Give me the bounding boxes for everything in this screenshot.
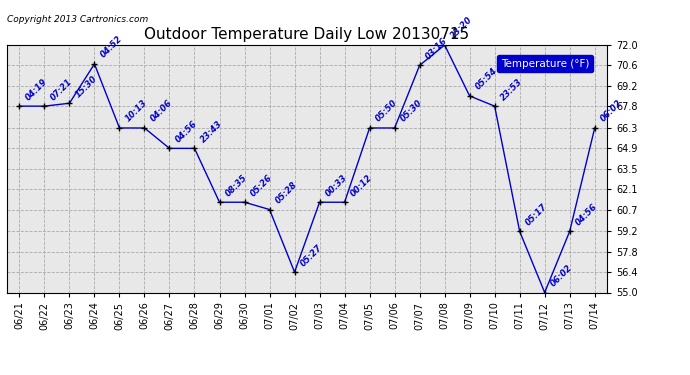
Text: 05:26: 05:26	[248, 173, 274, 198]
Text: 06:02: 06:02	[549, 263, 574, 288]
Title: Outdoor Temperature Daily Low 20130715: Outdoor Temperature Daily Low 20130715	[144, 27, 470, 42]
Text: 04:19: 04:19	[23, 76, 49, 102]
Text: 23:43: 23:43	[199, 119, 224, 144]
Text: Copyright 2013 Cartronics.com: Copyright 2013 Cartronics.com	[7, 15, 148, 24]
Text: 10:13: 10:13	[124, 99, 149, 124]
Text: 05:28: 05:28	[274, 180, 299, 206]
Text: 04:56: 04:56	[574, 202, 599, 227]
Text: 05:30: 05:30	[399, 99, 424, 124]
Text: 05:17: 05:17	[524, 202, 549, 227]
Text: 08:35: 08:35	[224, 173, 249, 198]
Text: 05:27: 05:27	[299, 243, 324, 268]
Text: 04:06: 04:06	[148, 99, 174, 124]
Text: 00:12: 00:12	[348, 173, 374, 198]
Text: 23:20: 23:20	[448, 15, 474, 41]
Text: 15:30: 15:30	[74, 74, 99, 99]
Text: 23:53: 23:53	[499, 76, 524, 102]
Text: 03:16: 03:16	[424, 36, 449, 61]
Text: 06:02: 06:02	[599, 99, 624, 124]
Legend: Temperature (°F): Temperature (°F)	[497, 55, 593, 72]
Text: 07:21: 07:21	[48, 76, 74, 102]
Text: 05:50: 05:50	[374, 99, 399, 124]
Text: 05:54: 05:54	[474, 66, 499, 92]
Text: 04:56: 04:56	[174, 119, 199, 144]
Text: 04:52: 04:52	[99, 34, 124, 60]
Text: 00:33: 00:33	[324, 173, 349, 198]
